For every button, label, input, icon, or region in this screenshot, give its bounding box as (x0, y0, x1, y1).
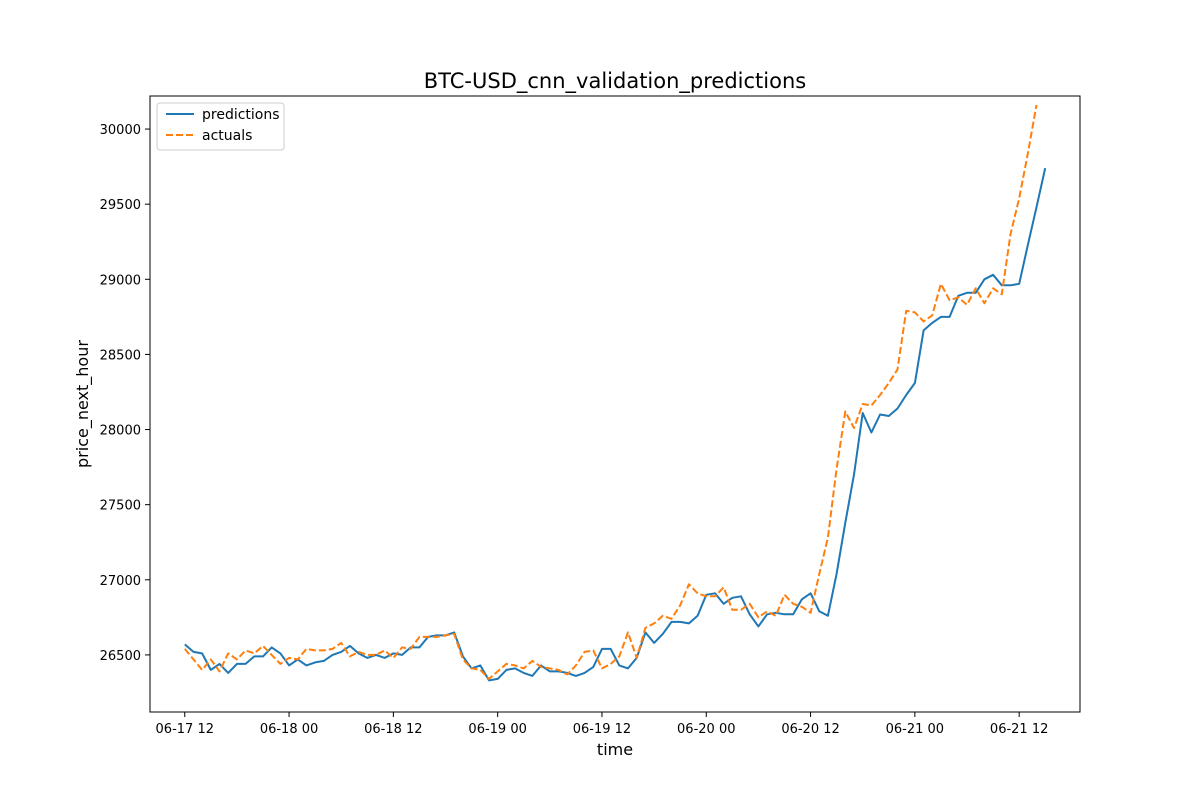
legend-label-actuals: actuals (202, 128, 252, 144)
x-tick-label: 06-21 12 (990, 722, 1048, 737)
y-axis-label: price_next_hour (73, 340, 93, 468)
y-tick-label: 28000 (100, 424, 141, 439)
x-tick-label: 06-20 00 (677, 722, 735, 737)
x-tick-label: 06-19 12 (573, 722, 631, 737)
y-tick-label: 28500 (100, 348, 141, 363)
x-axis-label: time (597, 740, 633, 759)
y-tick-label: 26500 (100, 649, 141, 664)
series-layer (184, 104, 1047, 682)
legend: predictions actuals (156, 102, 285, 151)
y-tick-label: 29500 (100, 198, 141, 213)
x-axis: 06-17 12 06-18 00 06-18 12 06-19 00 06-19 12… (156, 712, 1048, 737)
y-tick-label: 27500 (100, 499, 141, 514)
x-tick-label: 06-19 00 (468, 722, 526, 737)
x-tick-label: 06-21 00 (886, 722, 944, 737)
chart-title: BTC-USD_cnn_validation_predictions (424, 69, 806, 94)
plot-area-frame (149, 95, 1081, 713)
y-tick-label: 30000 (100, 123, 141, 138)
x-tick-label: 06-18 12 (364, 722, 422, 737)
series-line-actuals (184, 104, 1038, 680)
x-tick-label: 06-17 12 (156, 722, 214, 737)
y-tick-label: 27000 (100, 574, 141, 589)
y-axis: 26500 27000 27500 28000 28500 29000 29500 30000 (100, 123, 150, 664)
x-tick-label: 06-18 00 (260, 722, 318, 737)
series-line-predictions (184, 167, 1047, 682)
x-tick-label: 06-20 12 (781, 722, 839, 737)
y-tick-label: 29000 (100, 273, 141, 288)
legend-label-predictions: predictions (202, 107, 280, 123)
